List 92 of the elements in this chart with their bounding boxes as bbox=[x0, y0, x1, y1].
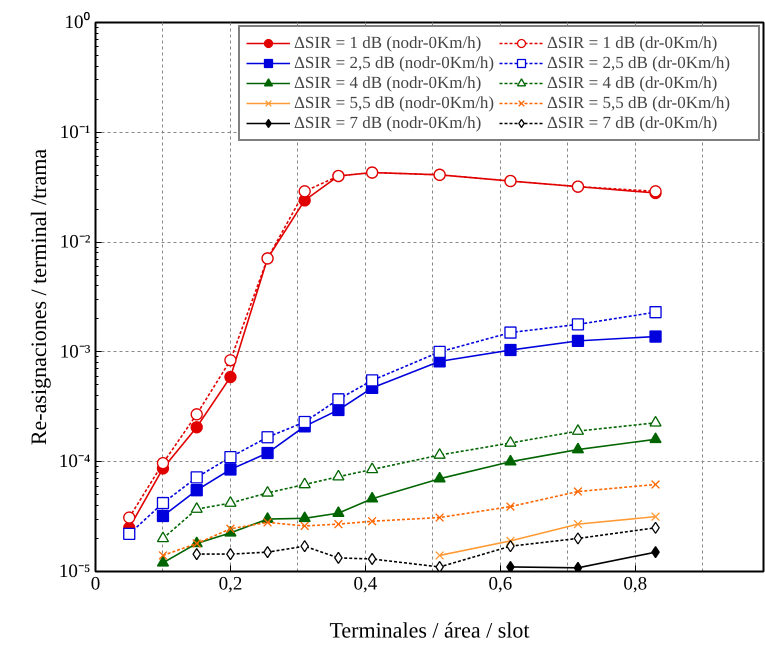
point bbox=[298, 416, 311, 428]
point bbox=[332, 470, 345, 481]
point bbox=[651, 522, 660, 534]
legend-label: ΔSIR = 2,5 dB (dr-0Km/h) bbox=[547, 53, 732, 73]
legend-label: ΔSIR = 7 dB (nodr-0Km/h) bbox=[294, 113, 482, 133]
y-axis-title: Re-asignaciones / terminal /trama bbox=[26, 148, 51, 446]
point bbox=[190, 408, 203, 420]
legend-label: ΔSIR = 7 dB (dr-0Km/h) bbox=[547, 113, 718, 133]
point bbox=[224, 496, 237, 507]
point bbox=[504, 454, 517, 466]
legend-label: ΔSIR = 5,5 dB (nodr-0Km/h) bbox=[294, 93, 496, 113]
legend-label: ΔSIR = 4 dB (nodr-0Km/h) bbox=[294, 73, 482, 93]
point bbox=[651, 480, 660, 490]
point bbox=[504, 436, 517, 447]
legend-label: ΔSIR = 4 dB (dr-0Km/h) bbox=[547, 73, 718, 93]
point bbox=[224, 451, 237, 464]
point bbox=[366, 492, 378, 503]
point bbox=[263, 546, 272, 558]
point bbox=[506, 560, 515, 572]
point bbox=[224, 354, 237, 366]
point bbox=[123, 511, 136, 524]
point bbox=[572, 334, 584, 348]
point bbox=[156, 556, 170, 567]
point bbox=[156, 496, 170, 510]
legend-label: ΔSIR = 2,5 dB (nodr-0Km/h) bbox=[294, 53, 496, 73]
point bbox=[435, 550, 444, 560]
point bbox=[435, 513, 444, 522]
legend-label: ΔSIR = 1 dB (nodr-0Km/h) bbox=[294, 33, 482, 53]
point bbox=[332, 506, 345, 517]
x-tick-label: 0,8 bbox=[623, 574, 648, 594]
point bbox=[366, 462, 378, 474]
point bbox=[156, 531, 170, 542]
point bbox=[504, 344, 517, 356]
point bbox=[156, 457, 170, 470]
y-tick-label: 10⁻³ bbox=[60, 341, 91, 362]
point bbox=[190, 421, 203, 434]
point bbox=[263, 518, 272, 527]
point bbox=[433, 346, 446, 358]
point bbox=[572, 442, 584, 454]
point bbox=[261, 431, 274, 444]
point bbox=[574, 562, 582, 572]
point bbox=[433, 472, 446, 483]
x-tick-label: 0 bbox=[90, 574, 100, 594]
point bbox=[156, 510, 170, 522]
x-axis-title: Terminales / área / slot bbox=[329, 618, 530, 642]
point bbox=[433, 448, 446, 459]
point bbox=[573, 486, 582, 496]
point bbox=[190, 471, 203, 484]
point bbox=[506, 536, 516, 546]
point bbox=[366, 374, 378, 387]
point bbox=[332, 393, 345, 406]
y-tick-label: 10⁰ bbox=[64, 11, 90, 33]
point bbox=[572, 318, 584, 331]
point bbox=[649, 432, 662, 444]
point bbox=[651, 546, 660, 558]
point bbox=[298, 511, 311, 522]
point bbox=[435, 560, 444, 572]
point bbox=[649, 416, 662, 427]
x-tick-label: 0,4 bbox=[354, 574, 378, 594]
point bbox=[573, 520, 582, 529]
x-tick-label: 0,6 bbox=[488, 574, 512, 594]
point bbox=[506, 540, 515, 552]
point bbox=[224, 370, 237, 384]
point bbox=[123, 528, 136, 540]
point bbox=[334, 520, 343, 529]
point bbox=[158, 550, 168, 560]
point bbox=[192, 538, 202, 548]
point bbox=[300, 540, 309, 552]
point bbox=[224, 463, 237, 476]
y-tick-label: 10⁻⁵ bbox=[58, 561, 90, 582]
point bbox=[261, 446, 274, 460]
point bbox=[572, 424, 584, 435]
point bbox=[298, 185, 311, 198]
point bbox=[506, 502, 516, 512]
point bbox=[226, 524, 235, 534]
point bbox=[261, 486, 274, 497]
point bbox=[651, 512, 660, 522]
point bbox=[649, 330, 662, 343]
y-tick-label: 10⁻⁴ bbox=[58, 451, 91, 472]
point bbox=[504, 326, 517, 339]
point bbox=[192, 548, 202, 560]
point bbox=[300, 521, 310, 530]
legend-label: ΔSIR = 1 dB (dr-0Km/h) bbox=[547, 33, 718, 53]
point bbox=[649, 306, 662, 318]
point bbox=[368, 516, 377, 526]
point bbox=[298, 477, 311, 488]
y-tick-label: 10⁻¹ bbox=[60, 122, 91, 143]
point bbox=[190, 484, 203, 496]
legend-label: ΔSIR = 5,5 dB (dr-0Km/h) bbox=[547, 93, 732, 113]
x-tick-label: 0,2 bbox=[218, 574, 242, 594]
point bbox=[190, 502, 203, 513]
y-tick-label: 10⁻² bbox=[60, 232, 91, 253]
